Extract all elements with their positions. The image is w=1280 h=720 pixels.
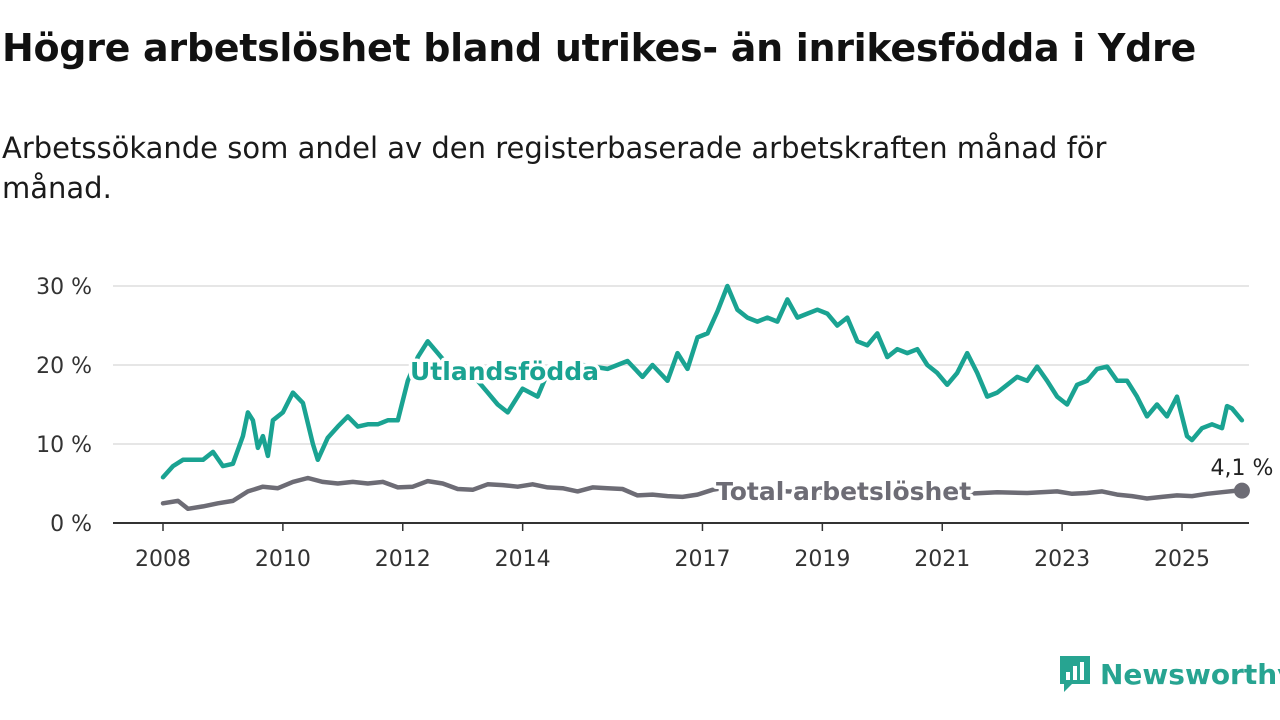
x-tick-label: 2025 bbox=[1154, 547, 1210, 572]
x-tick-label: 2023 bbox=[1034, 547, 1090, 572]
chart-subtitle: Arbetssökande som andel av den registerb… bbox=[2, 131, 1107, 205]
total-unemployment-line bbox=[160, 475, 1245, 512]
y-tick-label: 0 % bbox=[50, 512, 92, 537]
y-tick-label: 10 % bbox=[36, 433, 92, 458]
series-label-foreign-born: Utlandsfödda bbox=[410, 357, 599, 386]
brand-name: Newsworthy bbox=[1100, 657, 1280, 691]
series-lines bbox=[160, 283, 1250, 512]
x-tick-label: 2019 bbox=[794, 547, 850, 572]
y-tick-label: 20 % bbox=[36, 354, 92, 379]
x-tick-label: 2017 bbox=[674, 547, 730, 572]
y-axis-ticks: 0 % 10 % 20 % 30 % bbox=[36, 275, 92, 537]
series-label-total: Total arbetslöshet bbox=[716, 477, 971, 506]
x-tick-label: 2008 bbox=[135, 547, 191, 572]
chart-title: Högre arbetslöshet bland utrikes- än inr… bbox=[2, 26, 1196, 70]
newsworthy-logo: Newsworthy bbox=[1058, 654, 1280, 694]
grid-lines bbox=[113, 285, 1249, 445]
foreign-born-line bbox=[160, 283, 1245, 480]
x-tick-label: 2012 bbox=[375, 547, 431, 572]
x-tick-label: 2014 bbox=[495, 547, 551, 572]
last-value-marker bbox=[1233, 482, 1250, 499]
y-tick-label: 30 % bbox=[36, 275, 92, 300]
series-labels: Utlandsfödda Total arbetslöshet 4,1 % bbox=[407, 354, 1274, 510]
x-tick-label: 2010 bbox=[255, 547, 311, 572]
last-value-label: 4,1 % bbox=[1210, 456, 1273, 481]
x-axis-ticks: 2008 2010 2012 2014 2017 2019 2021 2023 2025 bbox=[135, 523, 1210, 572]
x-tick-label: 2021 bbox=[914, 547, 970, 572]
newsworthy-logo-icon bbox=[1060, 656, 1090, 692]
